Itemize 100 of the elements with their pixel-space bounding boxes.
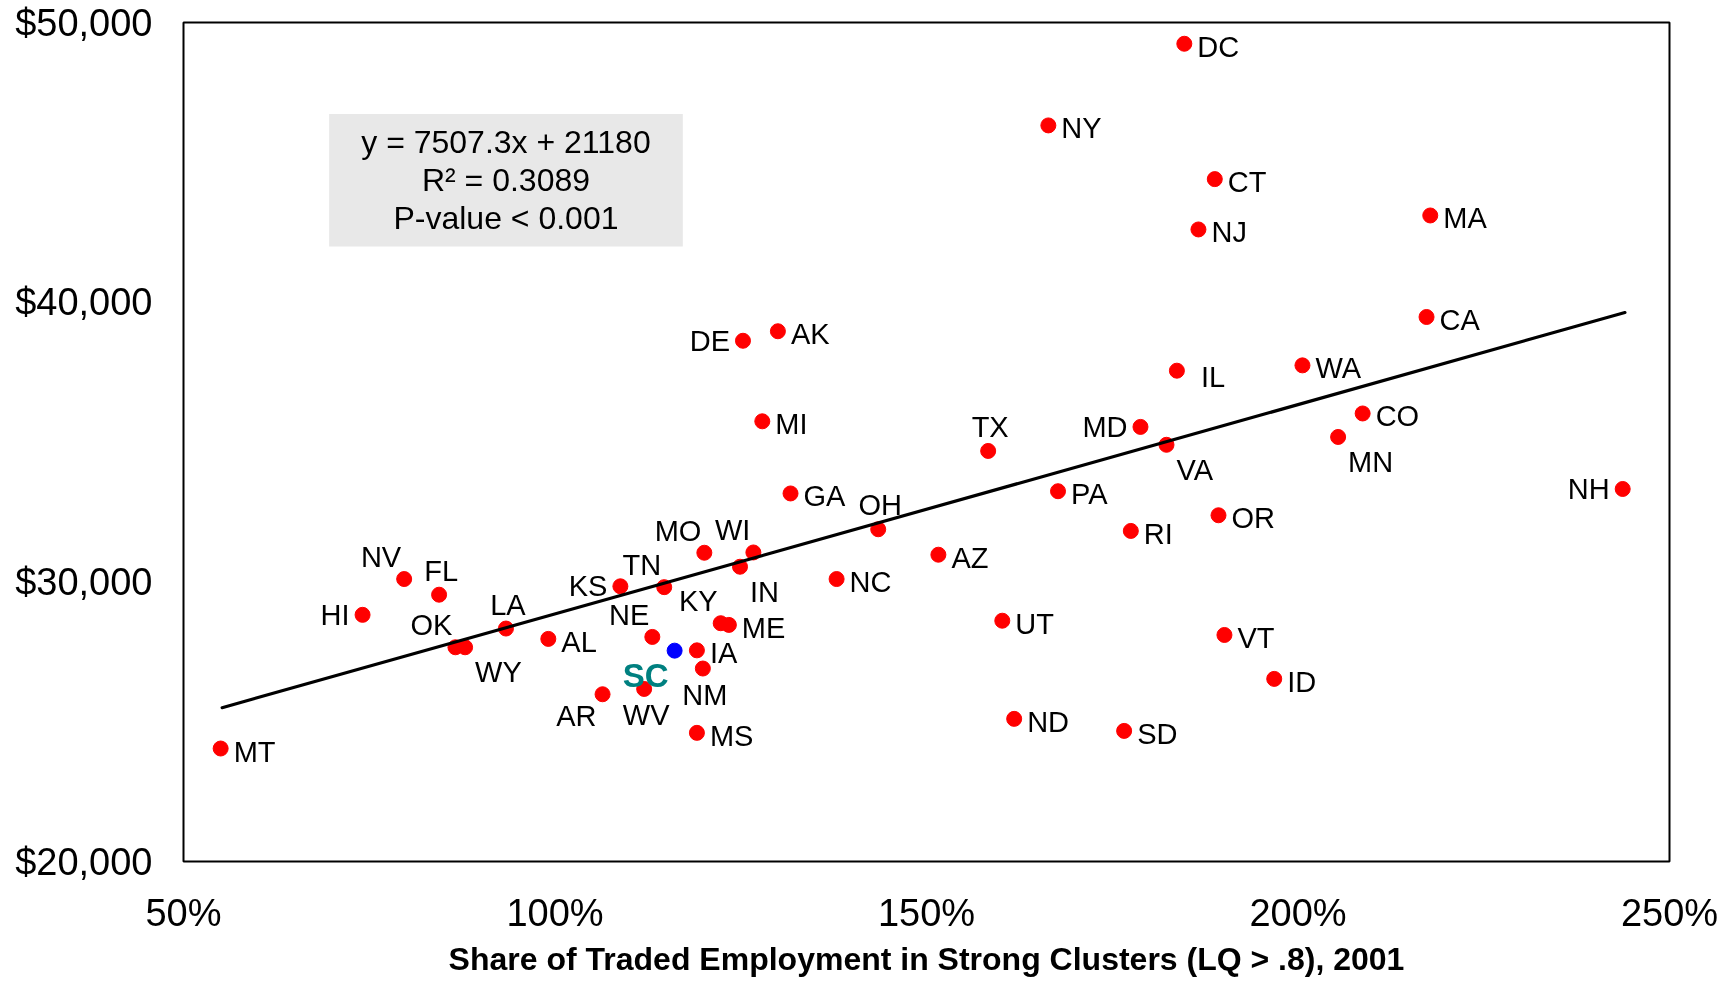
annotation: AK [790,318,831,351]
annotation: OH [858,489,902,522]
point [644,628,661,645]
annotation: SD [1137,717,1178,750]
point [1210,507,1227,524]
annotation: MI [775,408,808,441]
point [1122,522,1139,539]
annotation: NY [1061,112,1102,145]
y-tick-label: $30,000 [15,560,153,603]
point [1132,418,1149,435]
point [396,571,413,588]
annotation: TX [971,410,1009,443]
point [1216,626,1233,643]
point [1040,117,1057,134]
point [1266,670,1283,687]
annotation: IN [750,575,780,608]
x-tick-label: 150% [877,891,976,934]
point [754,413,771,430]
x-tick-label: 250% [1620,891,1719,934]
annotation: OR [1231,502,1275,535]
annotation: PA [1071,478,1109,511]
point [994,612,1011,629]
y-tick-label: $50,000 [15,1,153,44]
annotation: RI [1143,517,1173,550]
point [1206,171,1223,188]
point [980,442,997,459]
annotation: MD [1082,410,1128,443]
annotation: NC [849,566,892,599]
point [354,606,371,623]
annotation: HI [320,598,350,631]
point [431,586,448,603]
annotation: KY [679,585,718,618]
point [1006,710,1023,727]
point [696,544,713,561]
annotation: CA [1439,303,1481,336]
annotation: WA [1315,352,1362,385]
y-tick-label: $40,000 [15,281,153,324]
annotation: UT [1015,607,1055,640]
annotation: FL [424,554,459,587]
annotation: NE [609,598,650,631]
point [1190,221,1207,238]
annotation: MT [233,735,276,768]
annotation: OK [410,609,454,642]
point [1294,357,1311,374]
annotation: AR [556,700,597,733]
annotation: AL [561,625,597,658]
point [828,571,845,588]
annotation: MS [709,719,754,752]
point [688,724,705,741]
point [694,660,711,677]
series-label: SC [622,656,669,694]
annotation: CO [1375,400,1420,433]
annotation: NV [360,541,402,574]
annotation: NH [1567,472,1610,505]
point [540,630,557,647]
annotation: MA [1443,202,1488,235]
annotation: IA [709,637,738,670]
annotation: LA [490,588,527,621]
annotation: P-value < 0.001 [393,200,619,237]
point [1116,722,1133,739]
point [666,642,683,659]
annotation: KS [568,570,608,603]
annotation: y = 7507.3x + 21180 [361,124,651,161]
annotation: WY [475,656,522,689]
x-tick-label: 100% [506,891,604,934]
point [212,740,229,757]
x-axis-title: Share of Traded Employment in Strong Clusters (LQ > .8), 2001 [448,940,1405,977]
point [769,323,786,340]
annotation: MO [654,514,702,547]
annotation: R² = 0.3089 [421,162,591,199]
annotation: MN [1348,445,1394,478]
point [1330,428,1347,445]
point [688,642,705,659]
annotation: GA [803,480,847,513]
point [1614,481,1631,497]
annotation: VA [1176,453,1214,486]
point [734,332,751,349]
annotation: ND [1027,705,1070,738]
annotation: VT [1237,621,1275,654]
point [612,578,629,595]
annotation: IL [1200,360,1226,393]
point [1354,405,1371,422]
annotation: WV [622,698,671,731]
annotation: WI [714,514,751,547]
point [1176,35,1193,52]
point [1418,309,1435,325]
point [1168,362,1185,379]
annotation: ME [741,611,786,644]
annotation: AZ [951,541,989,574]
annotation: DE [689,324,730,357]
annotation: CT [1227,166,1267,199]
x-tick-label: 200% [1249,891,1347,934]
point [1422,207,1439,224]
x-tick-label: 50% [145,891,222,934]
point [930,546,947,563]
y-tick-label: $20,000 [15,840,153,883]
point [594,686,611,703]
annotation: TN [622,549,662,582]
annotation: NM [682,678,728,711]
annotation: ID [1287,665,1317,698]
